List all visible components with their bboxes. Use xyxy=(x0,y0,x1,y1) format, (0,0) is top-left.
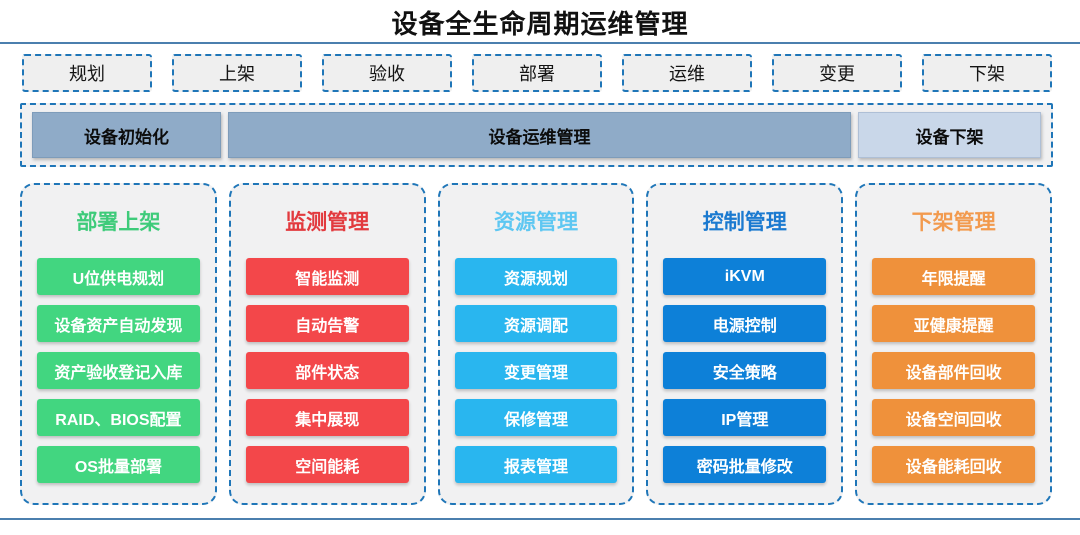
item-box: OS批量部署 xyxy=(37,446,200,483)
column-monitoring: 监测管理 智能监测 自动告警 部件状态 集中展现 空间能耗 xyxy=(228,183,426,505)
column-title: 控制管理 xyxy=(702,210,787,234)
bottom-divider-line xyxy=(0,518,1080,520)
item-box: 报表管理 xyxy=(454,446,618,483)
item-box: 资产验收登记入库 xyxy=(37,352,200,389)
item-box: 资源规划 xyxy=(454,258,618,295)
item-box: iKVM xyxy=(663,258,827,295)
item-box: 部件状态 xyxy=(245,352,409,389)
item-box: 年限提醒 xyxy=(872,258,1035,295)
column-title: 资源管理 xyxy=(493,210,578,234)
stage-acceptance: 验收 xyxy=(322,54,452,92)
item-box: 亚健康提醒 xyxy=(872,305,1035,342)
page-title: 设备全生命周期运维管理 xyxy=(391,10,689,39)
item-box: 集中展现 xyxy=(245,399,409,436)
item-box: 资源调配 xyxy=(454,305,618,342)
item-box: IP管理 xyxy=(663,399,827,436)
stage-racking: 上架 xyxy=(172,54,302,92)
column-decommission: 下架管理 年限提醒 亚健康提醒 设备部件回收 设备空间回收 设备能耗回收 xyxy=(855,183,1052,505)
phase-device-decommission: 设备下架 xyxy=(858,112,1041,158)
item-box: RAID、BIOS配置 xyxy=(37,399,200,436)
column-title: 部署上架 xyxy=(76,210,161,234)
item-box: 安全策略 xyxy=(663,352,827,389)
top-divider-line xyxy=(0,42,1080,44)
capability-columns: 部署上架 U位供电规划 设备资产自动发现 资产验收登记入库 RAID、BIOS配… xyxy=(20,183,1052,505)
lifecycle-stage-row: 规划 上架 验收 部署 运维 变更 下架 xyxy=(22,54,1052,92)
item-box: 自动告警 xyxy=(245,305,409,342)
item-box: 设备能耗回收 xyxy=(872,446,1035,483)
stage-planning: 规划 xyxy=(22,54,152,92)
column-control: 控制管理 iKVM 电源控制 安全策略 IP管理 密码批量修改 xyxy=(646,183,844,505)
item-box: 设备空间回收 xyxy=(872,399,1035,436)
stage-decommission: 下架 xyxy=(922,54,1052,92)
phase-device-initialization: 设备初始化 xyxy=(32,112,221,158)
item-box: 空间能耗 xyxy=(245,446,409,483)
column-deploy-rack: 部署上架 U位供电规划 设备资产自动发现 资产验收登记入库 RAID、BIOS配… xyxy=(20,183,217,505)
item-box: 保修管理 xyxy=(454,399,618,436)
item-box: 电源控制 xyxy=(663,305,827,342)
item-box: 密码批量修改 xyxy=(663,446,827,483)
stage-operations: 运维 xyxy=(622,54,752,92)
phase-bar: 设备初始化 设备运维管理 设备下架 xyxy=(20,103,1053,167)
item-box: 变更管理 xyxy=(454,352,618,389)
stage-change: 变更 xyxy=(772,54,902,92)
item-box: 设备资产自动发现 xyxy=(37,305,200,342)
column-title: 下架管理 xyxy=(911,210,996,234)
item-box: 智能监测 xyxy=(245,258,409,295)
item-box: 设备部件回收 xyxy=(872,352,1035,389)
column-title: 监测管理 xyxy=(285,210,370,234)
column-resource: 资源管理 资源规划 资源调配 变更管理 保修管理 报表管理 xyxy=(437,183,635,505)
stage-deployment: 部署 xyxy=(472,54,602,92)
item-box: U位供电规划 xyxy=(37,258,200,295)
phase-device-operations-management: 设备运维管理 xyxy=(228,112,851,158)
